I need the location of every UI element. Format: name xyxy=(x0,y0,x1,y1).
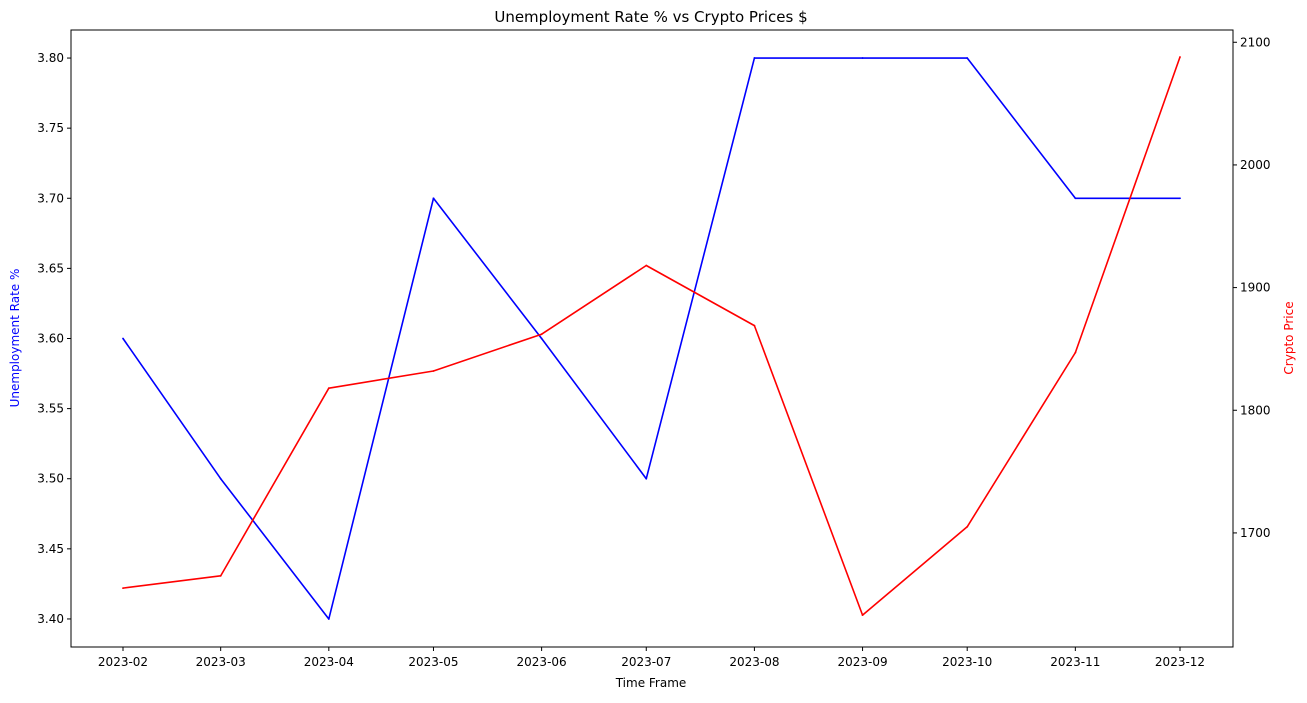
series-point-right-7 xyxy=(861,614,864,617)
left-y-tick-label: 3.70 xyxy=(37,191,64,205)
series-point-left-7 xyxy=(861,57,864,59)
series-point-left-4 xyxy=(540,337,543,340)
x-tick-label: 2023-04 xyxy=(304,655,354,669)
right-y-tick-label: 1700 xyxy=(1240,526,1271,540)
x-tick-label: 2023-07 xyxy=(621,655,671,669)
series-point-left-0 xyxy=(122,337,124,340)
chart-title: Unemployment Rate % vs Crypto Prices $ xyxy=(494,8,807,26)
series-point-right-6 xyxy=(753,324,756,327)
x-tick-label: 2023-03 xyxy=(196,655,246,669)
series-point-left-9 xyxy=(1074,197,1077,200)
series-point-left-8 xyxy=(966,57,969,59)
x-tick-label: 2023-10 xyxy=(942,655,992,669)
x-tick-label: 2023-06 xyxy=(517,655,567,669)
right-y-tick-label: 2100 xyxy=(1240,35,1271,49)
series-point-right-3 xyxy=(432,370,435,372)
left-y-tick-label: 3.45 xyxy=(37,542,64,556)
series-point-left-5 xyxy=(645,477,648,480)
x-tick-label: 2023-12 xyxy=(1155,655,1205,669)
right-y-tick-label: 2000 xyxy=(1240,158,1271,172)
left-y-tick-label: 3.80 xyxy=(37,51,64,65)
series-point-right-9 xyxy=(1074,351,1077,354)
left-y-axis-label: Unemployment Rate % xyxy=(8,269,22,408)
series-point-left-2 xyxy=(327,618,330,620)
left-y-tick-label: 3.60 xyxy=(37,332,64,346)
left-y-tick-label: 3.75 xyxy=(37,121,64,135)
series-point-left-3 xyxy=(432,197,435,200)
series-point-right-0 xyxy=(122,587,124,590)
x-tick-label: 2023-02 xyxy=(98,655,148,669)
series-point-right-2 xyxy=(327,387,330,390)
x-tick-label: 2023-08 xyxy=(729,655,779,669)
series-point-right-10 xyxy=(1179,56,1181,58)
plot-area: 2023-02 2023-03 2023-04 2023-05 2023-06 2023-… xyxy=(37,29,1271,669)
right-y-tick-label: 1900 xyxy=(1240,281,1271,295)
series-point-right-8 xyxy=(966,525,969,528)
series-point-right-4 xyxy=(540,333,543,336)
left-y-tick-label: 3.50 xyxy=(37,472,64,486)
series-point-right-5 xyxy=(645,264,648,267)
series-point-left-10 xyxy=(1179,197,1181,200)
series-point-left-1 xyxy=(219,477,222,480)
left-y-tick-label: 3.65 xyxy=(37,261,64,275)
left-y-tick-label: 3.40 xyxy=(37,612,64,626)
x-axis-label: Time Frame xyxy=(615,676,687,690)
x-tick-label: 2023-11 xyxy=(1050,655,1100,669)
left-y-tick-label: 3.55 xyxy=(37,402,64,416)
x-tick-label: 2023-05 xyxy=(408,655,458,669)
right-y-axis-label: Crypto Price xyxy=(1282,301,1296,374)
series-point-right-1 xyxy=(219,574,222,577)
right-y-tick-label: 1800 xyxy=(1240,403,1271,417)
x-tick-label: 2023-09 xyxy=(837,655,887,669)
series-point-left-6 xyxy=(753,57,756,59)
